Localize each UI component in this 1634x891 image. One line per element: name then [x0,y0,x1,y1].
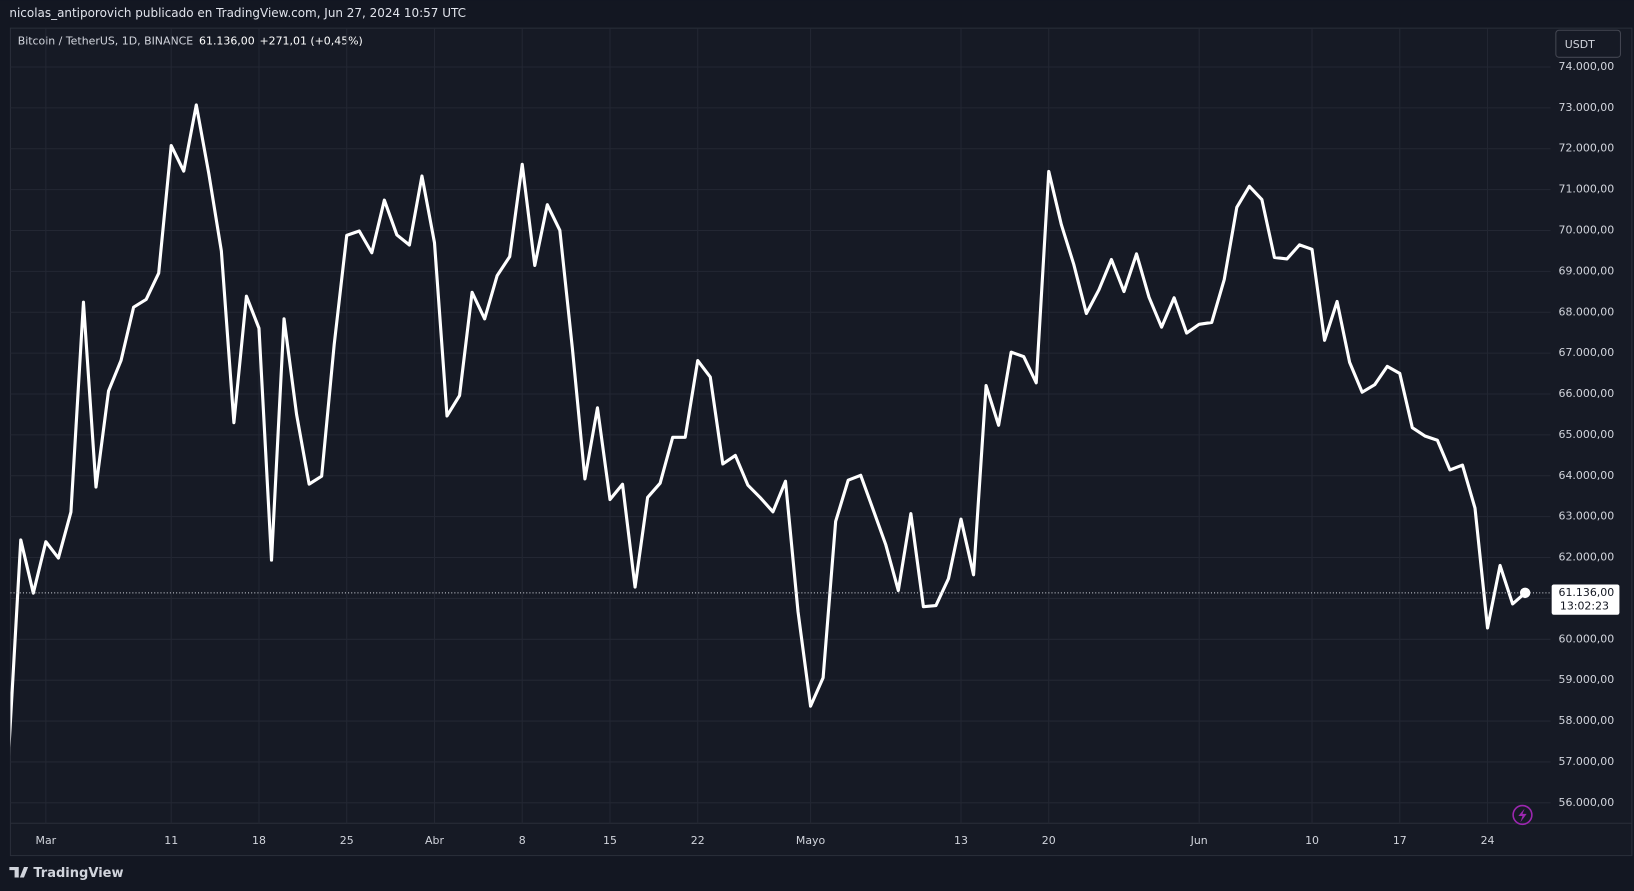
y-tick-label: 62.000,00 [1559,551,1615,564]
x-tick-label: 10 [1305,834,1319,847]
lightning-icon[interactable] [1512,804,1533,826]
y-tick-label: 63.000,00 [1559,510,1615,523]
y-tick-label: 65.000,00 [1559,428,1615,441]
x-tick-label: 17 [1393,834,1407,847]
y-tick-label: 72.000,00 [1559,142,1615,155]
x-tick-label: Mayo [796,834,826,847]
change: +271,01 (+0,45%) [259,35,362,48]
x-tick-label: 18 [252,834,266,847]
y-tick-label: 66.000,00 [1559,387,1615,400]
x-tick-label: 25 [340,834,354,847]
last-price-dot [1519,587,1531,599]
y-tick-label: 58.000,00 [1559,714,1615,727]
x-tick-label: 22 [691,834,705,847]
lightning-bolt [1518,808,1527,823]
y-tick-label: 69.000,00 [1559,264,1615,277]
x-tick-label: 11 [164,834,178,847]
symbol: Bitcoin / TetherUS, 1D, BINANCE [18,35,194,48]
y-tick-label: 73.000,00 [1559,101,1615,114]
y-tick-label: 57.000,00 [1559,755,1615,768]
x-tick-label: 20 [1042,834,1056,847]
plot [10,28,1551,824]
y-tick-label: 68.000,00 [1559,305,1615,318]
brand: TradingView [33,866,123,881]
price-line [10,103,1527,750]
chart-frame [9,27,1633,857]
x-tick-label: 15 [603,834,617,847]
currency[interactable]: USDT [1565,38,1595,51]
last-price: 61.136,00 [199,35,255,48]
brand-logo [9,867,29,878]
publisher: nicolas_antiporovich publicado en Tradin… [9,6,466,20]
x-tick-label: 24 [1481,834,1495,847]
x-tick-label: Abr [425,834,444,847]
y-tick-label: 56.000,00 [1559,796,1615,809]
y-tick-label: 64.000,00 [1559,469,1615,482]
y-tick-label: 60.000,00 [1559,632,1615,645]
y-tick-label: 71.000,00 [1559,183,1615,196]
currency-box[interactable] [1555,29,1621,58]
x-tick-label: 8 [519,834,526,847]
last-price-label: 61.136,00 [1559,586,1615,599]
y-tick-label: 67.000,00 [1559,346,1615,359]
countdown: 13:02:23 [1560,599,1609,612]
y-tick-label: 74.000,00 [1559,60,1615,73]
y-tick-label: 70.000,00 [1559,223,1615,236]
x-tick-label: Jun [1190,834,1208,847]
last-price-box [1551,584,1620,615]
x-tick-label: Mar [36,834,57,847]
y-tick-label: 59.000,00 [1559,673,1615,686]
x-tick-label: 13 [954,834,968,847]
